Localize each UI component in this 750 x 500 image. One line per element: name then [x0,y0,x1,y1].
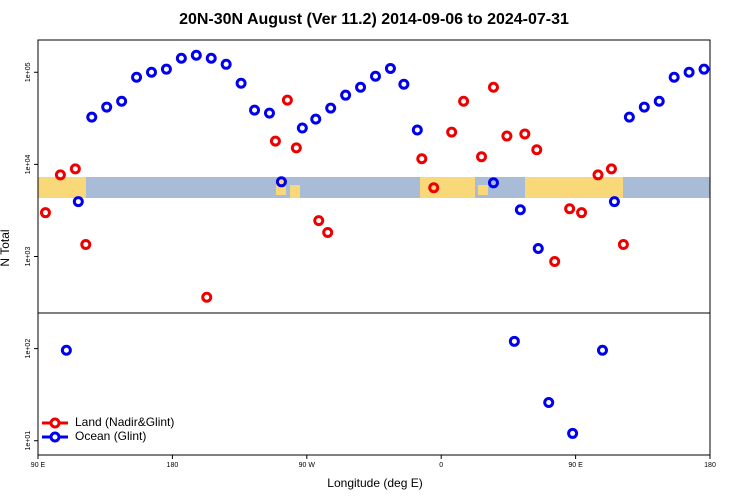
point [576,207,588,219]
point [275,176,287,188]
point [263,107,275,119]
point [683,66,695,78]
y-tick-label: 1e+02 [25,339,32,359]
point [487,81,499,93]
point [605,163,617,175]
point [668,71,680,83]
point [543,397,555,409]
point [290,142,302,154]
point [116,95,128,107]
point [398,78,410,90]
point [69,163,81,175]
y-tick-label: 1e+04 [25,154,32,174]
x-tick-label: 0 [439,462,443,469]
map-strip [38,177,710,198]
x-tick-label: 90 E [31,462,46,469]
point [355,81,367,93]
point [190,49,202,61]
point [501,130,513,142]
point [446,126,458,138]
point [54,169,66,181]
point [60,344,72,356]
point [564,203,576,215]
point [531,144,543,156]
y-tick-label: 1e+03 [25,247,32,267]
point [201,291,213,303]
point [698,63,710,75]
point [296,122,308,134]
point [101,101,113,113]
point [369,70,381,82]
point [205,52,217,64]
point [72,196,84,208]
point [623,111,635,123]
point [638,101,650,113]
point [532,243,544,255]
point [86,111,98,123]
point [519,128,531,140]
point [596,344,608,356]
point [325,102,337,114]
point [608,196,620,208]
point [384,62,396,74]
x-tick-label: 180 [704,462,716,469]
legend-marker [49,431,61,443]
point [175,52,187,64]
point [617,238,629,250]
y-tick-label: 1e+01 [25,431,32,451]
x-tick-label: 90 W [299,462,316,469]
x-axis-label: Longitude (deg E) [327,476,422,490]
y-tick-label: 1e+05 [25,62,32,82]
point [458,95,470,107]
point [313,215,325,227]
x-tick-label: 90 E [568,462,583,469]
plot-frame [37,39,711,456]
point [653,95,665,107]
point [411,124,423,136]
point [514,204,526,216]
point [39,207,51,219]
point [235,77,247,89]
point [487,177,499,189]
point [249,104,261,116]
point [592,169,604,181]
point [80,238,92,250]
point [281,94,293,106]
chart-title: 20N-30N August (Ver 11.2) 2014-09-06 to … [179,11,569,28]
point [476,151,488,163]
point [269,135,281,147]
point [508,335,520,347]
y-axis-label: N Total [0,229,12,266]
point [131,71,143,83]
point [322,227,334,239]
x-tick-label: 180 [167,462,179,469]
point [428,182,440,194]
legend-label: Ocean (Glint) [75,429,146,443]
point [220,58,232,70]
point [160,63,172,75]
point [310,113,322,125]
legend-marker [49,417,61,429]
point [340,89,352,101]
point [416,153,428,165]
point [567,427,579,439]
point [145,66,157,78]
legend-label: Land (Nadir&Glint) [75,415,174,429]
point [549,255,561,267]
